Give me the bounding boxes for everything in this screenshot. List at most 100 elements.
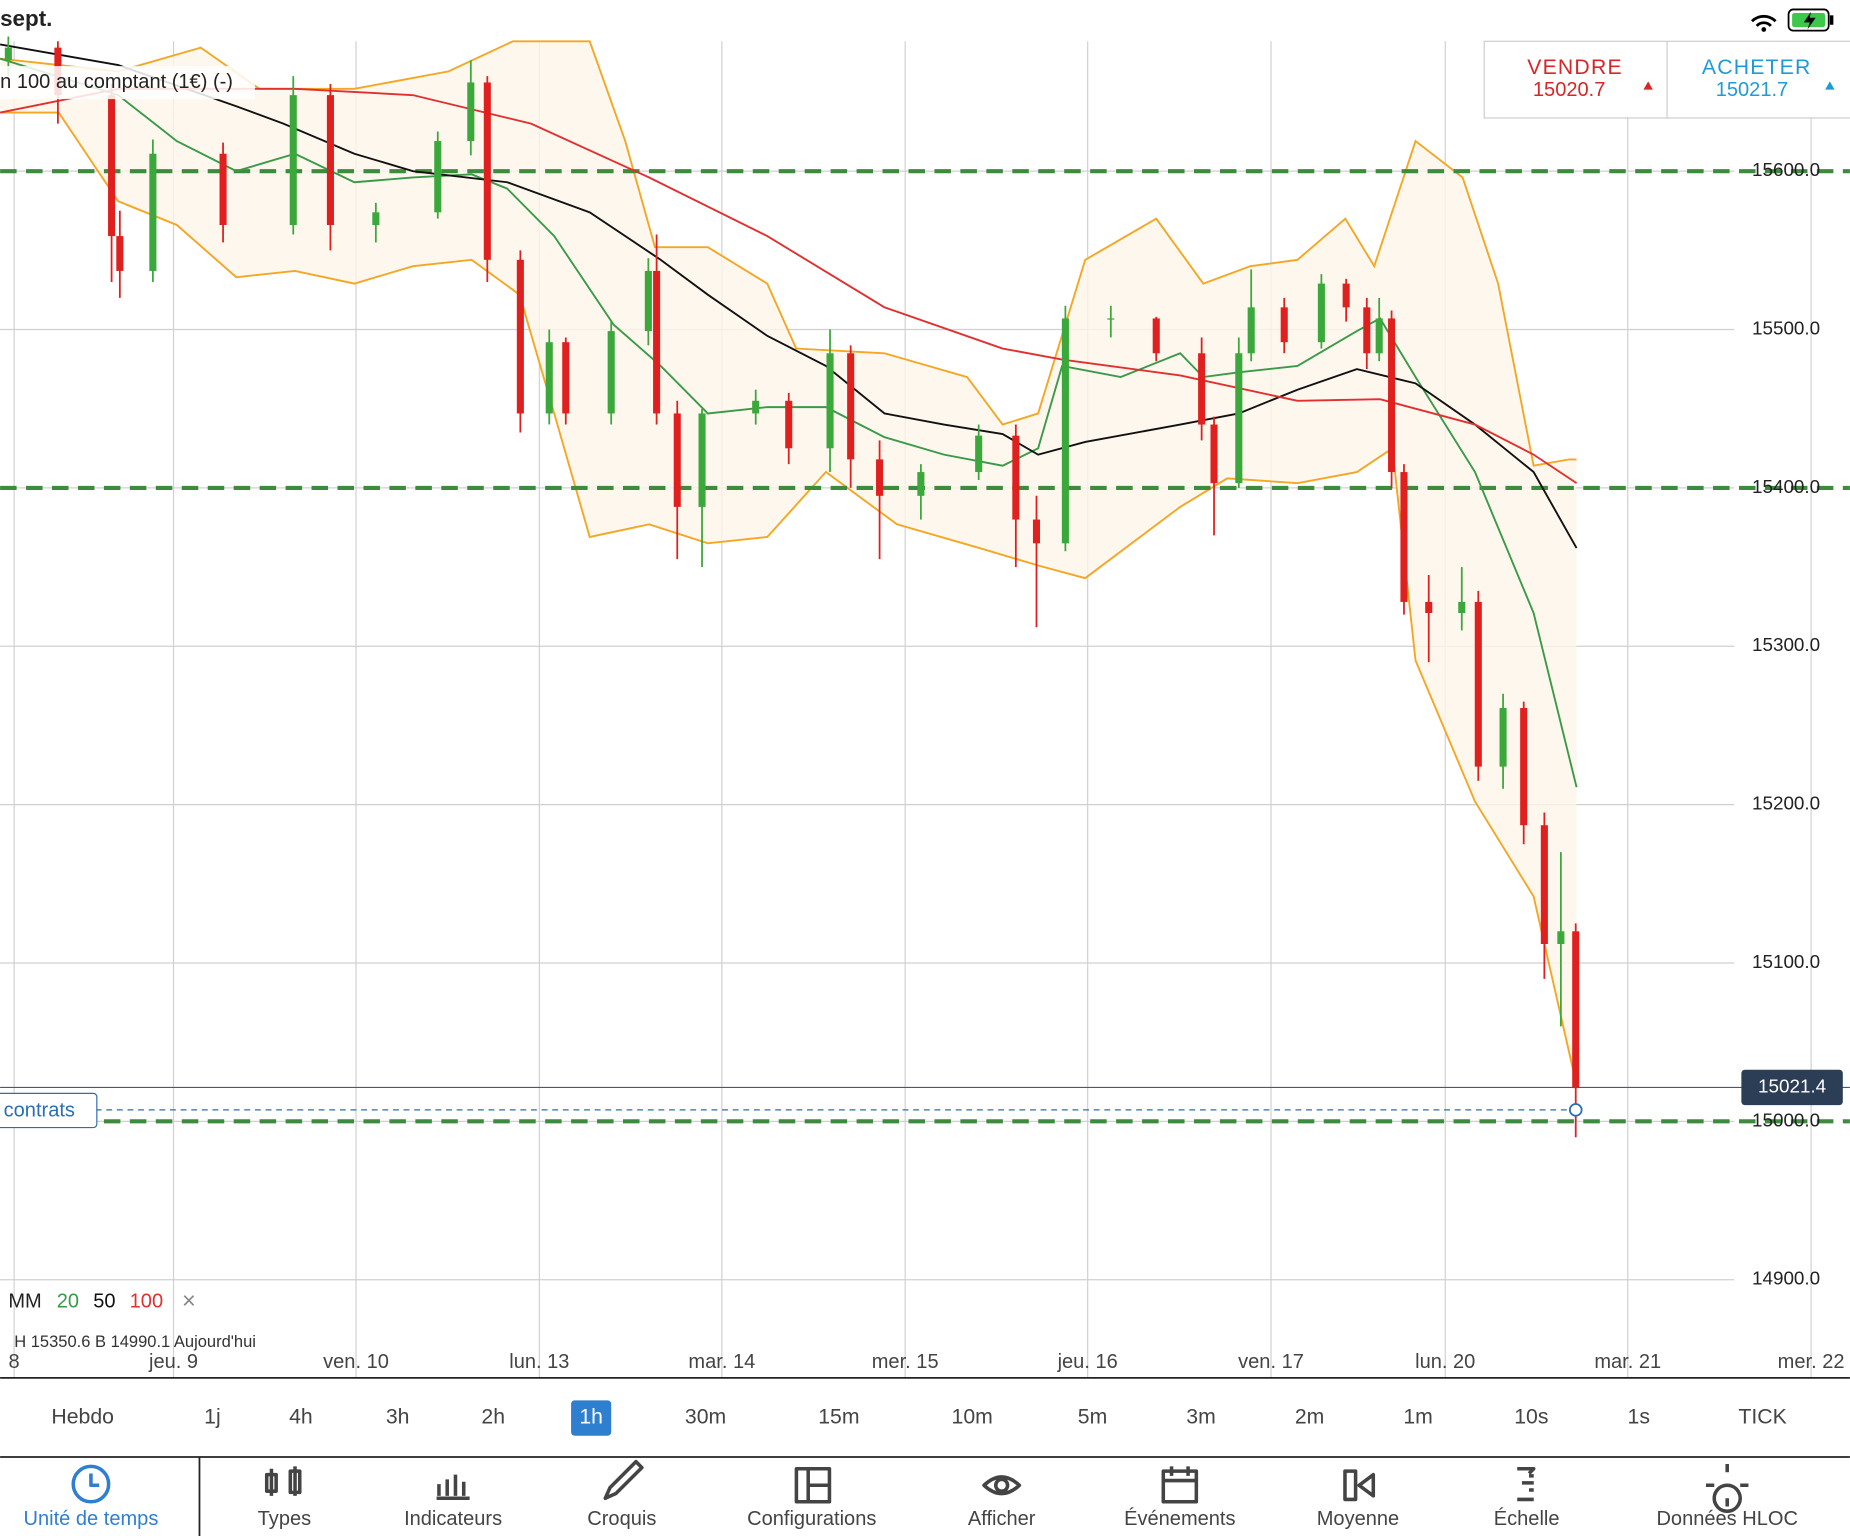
candle-body	[483, 82, 491, 260]
candle-body	[116, 236, 124, 271]
candle-body	[1363, 307, 1371, 354]
candle-body	[607, 331, 615, 414]
candle-body	[785, 400, 793, 449]
instrument-name: n 100 au comptant (1€) (-)	[0, 71, 233, 93]
legend-title: MM	[8, 1291, 41, 1313]
candle-body	[876, 459, 884, 496]
candle-body	[1400, 472, 1408, 602]
y-tick-label: 15000.0	[1752, 1109, 1820, 1130]
timeframe-option[interactable]: 4h	[289, 1406, 313, 1429]
candle-body	[1317, 283, 1325, 343]
toolbar-button[interactable]: Croquis	[587, 1508, 656, 1530]
timeframe-option[interactable]: 1j	[204, 1406, 221, 1429]
x-tick-label: jeu. 16	[1057, 1351, 1118, 1373]
toolbar-button[interactable]: Indicateurs	[404, 1508, 502, 1530]
toolbar-button[interactable]: Types	[258, 1508, 311, 1530]
sell-price[interactable]: 15020.7	[1533, 79, 1605, 101]
moving-average	[0, 43, 1578, 549]
candle-body	[372, 212, 380, 225]
toolbar-button[interactable]: Moyenne	[1317, 1508, 1399, 1530]
candle-body	[1032, 519, 1041, 544]
toolbar-button[interactable]: Unité de temps	[24, 1508, 159, 1530]
legend-entry[interactable]: 20	[57, 1291, 79, 1313]
sell-label[interactable]: VENDRE	[1527, 56, 1623, 79]
timeframe-option[interactable]: 1s	[1628, 1406, 1650, 1429]
candle-body	[1458, 601, 1466, 613]
toolbar-icon	[1161, 1466, 1199, 1504]
buy-price[interactable]: 15021.7	[1716, 79, 1788, 101]
buy-label[interactable]: ACHETER	[1702, 56, 1812, 79]
toolbar-icon	[1343, 1469, 1376, 1502]
buy-arrow	[1825, 81, 1835, 90]
candle-body	[752, 400, 760, 414]
position-tag[interactable]	[0, 1092, 98, 1129]
toolbar-button[interactable]: Échelle	[1494, 1507, 1560, 1530]
y-tick-label: 15200.0	[1752, 793, 1820, 814]
timeframe-option[interactable]: 3h	[386, 1406, 410, 1429]
timeframe-option[interactable]: 3m	[1186, 1406, 1215, 1429]
plot	[0, 36, 1850, 1138]
y-tick-label: 15500.0	[1752, 318, 1820, 339]
toolbar-icon	[1705, 1464, 1749, 1513]
candle-body	[698, 413, 706, 507]
toolbar-button[interactable]: Configurations	[747, 1508, 876, 1530]
candle-body	[644, 270, 652, 332]
candle-body	[653, 270, 661, 414]
timeframe-option[interactable]: TICK	[1738, 1406, 1786, 1429]
timeframe-option[interactable]: 10s	[1514, 1406, 1548, 1429]
candle-body	[826, 353, 834, 449]
candle-body	[1474, 601, 1482, 767]
hloc-label: H 15350.6 B 14990.1 Aujourd'hui	[14, 1333, 256, 1351]
toolbar-button[interactable]: Événements	[1124, 1507, 1235, 1530]
candle-body	[1499, 708, 1507, 767]
legend-entry[interactable]: 50	[93, 1291, 115, 1313]
bollinger-line	[0, 111, 1578, 1086]
y-tick-label: 15400.0	[1752, 476, 1820, 497]
timeframe-option[interactable]: Hebdo	[51, 1406, 114, 1429]
position-label[interactable]: contrats	[4, 1099, 75, 1121]
toolbar-button[interactable]: Afficher	[968, 1508, 1036, 1530]
x-tick-label: mar. 21	[1594, 1351, 1661, 1373]
toolbar-icon	[436, 1474, 470, 1501]
candle-body	[545, 342, 553, 414]
candle-body	[1247, 307, 1255, 354]
legend-entry[interactable]: 100	[130, 1291, 163, 1313]
candle-body	[108, 95, 116, 237]
candle-body	[1342, 283, 1350, 308]
candle-body	[1107, 318, 1115, 320]
sell-arrow	[1643, 81, 1653, 90]
toolbar-icon	[603, 1459, 644, 1501]
x-tick-label: mer. 22	[1778, 1351, 1845, 1373]
timeframe-option[interactable]: 15m	[818, 1406, 859, 1429]
x-tick-label: mer. 15	[872, 1351, 939, 1373]
timeframe-option[interactable]: 30m	[685, 1406, 726, 1429]
status-date: sept.	[0, 6, 52, 31]
status-icons	[1750, 8, 1834, 32]
x-tick-label: mar. 14	[688, 1351, 755, 1373]
candle-body	[1425, 601, 1433, 613]
timeframe-option[interactable]: 2m	[1295, 1406, 1324, 1429]
candle-body	[326, 95, 334, 225]
legend-close[interactable]: ×	[182, 1288, 196, 1314]
y-tick-label: 15100.0	[1752, 951, 1820, 972]
timeframe-option[interactable]: 1h	[579, 1406, 603, 1429]
toolbar-icon	[982, 1475, 1022, 1496]
candle-body	[1210, 424, 1218, 484]
timeframe-option[interactable]: 2h	[481, 1406, 505, 1429]
toolbar-button[interactable]: Données HLOC	[1656, 1508, 1798, 1530]
candle-body	[149, 153, 157, 271]
candle-body	[1012, 435, 1020, 520]
toolbar-icon	[71, 1464, 111, 1504]
ui: sept. n 100 au comptant (1€) (-) VENDRE …	[0, 6, 1850, 1536]
candle-body	[516, 259, 524, 414]
candle-body	[1280, 307, 1288, 343]
candle-body	[1061, 318, 1069, 544]
timeframe-option[interactable]: 10m	[952, 1406, 993, 1429]
timeframe-option[interactable]: 5m	[1078, 1406, 1107, 1429]
last-price-label: 15021.4	[1758, 1075, 1826, 1096]
y-tick-label: 15300.0	[1752, 634, 1820, 655]
x-tick-label: jeu. 9	[148, 1351, 198, 1373]
timeframe-option[interactable]: 1m	[1403, 1406, 1432, 1429]
candle-body	[917, 472, 925, 496]
